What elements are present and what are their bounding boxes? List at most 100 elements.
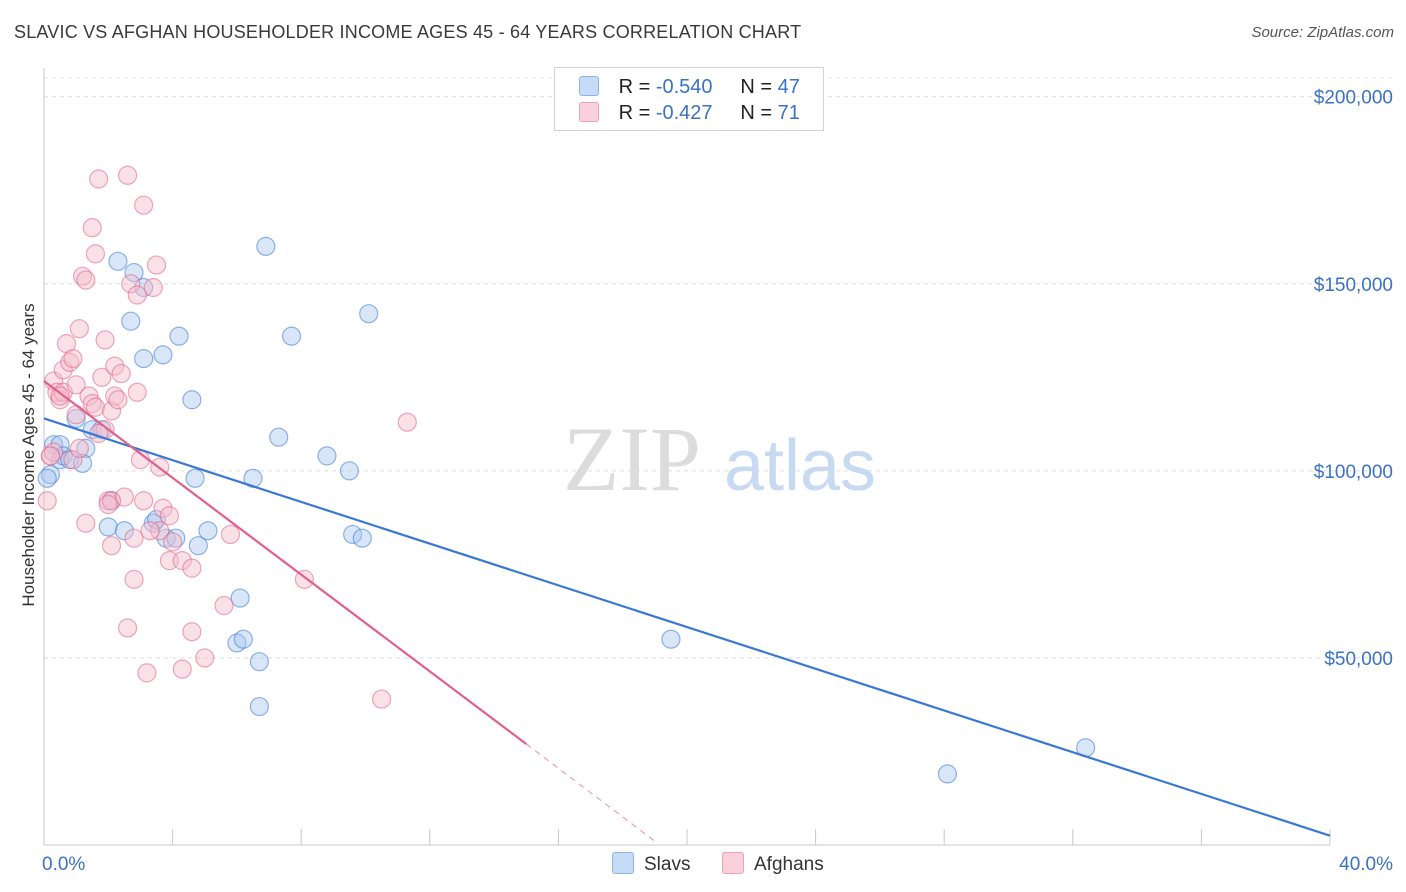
afghans-point xyxy=(134,195,154,215)
slavs-point xyxy=(37,468,57,488)
afghans-point xyxy=(101,536,122,556)
n-label: N = xyxy=(740,102,773,124)
slavs-legend-swatch xyxy=(612,852,634,874)
watermark: ZIP atlas xyxy=(563,408,876,510)
afghans-point xyxy=(105,386,125,406)
slavs-point xyxy=(185,468,205,488)
afghans-point xyxy=(72,266,93,286)
slavs-point xyxy=(317,446,337,466)
afghans-point xyxy=(124,569,144,589)
afghans-point xyxy=(63,349,83,369)
afghans-point xyxy=(127,382,147,402)
slavs-point xyxy=(166,528,186,548)
afghans-trend-line xyxy=(43,380,527,745)
afghans-point xyxy=(105,356,125,376)
r-value: -0.540 xyxy=(655,76,713,98)
correlation-legend: R = -0.540 N = 47 R = -0.427 N = 71 xyxy=(554,67,824,131)
y-axis-label: Householder Income Ages 45 - 64 years xyxy=(19,303,38,606)
afghans-trend-extension xyxy=(525,743,656,842)
afghans-point xyxy=(66,375,86,395)
r-value: -0.427 xyxy=(655,102,713,124)
slavs-point xyxy=(188,536,208,556)
legend-row-slavs: R = -0.540 N = 47 xyxy=(579,76,800,102)
slavs-point xyxy=(146,509,167,530)
afghans-point xyxy=(195,648,215,668)
slavs-point xyxy=(134,277,154,298)
slavs-point xyxy=(114,521,134,541)
x-tick-labels: 0.0% 40.0% xyxy=(42,854,1393,875)
chart-title: SLAVIC VS AFGHAN HOUSEHOLDER INCOME AGES… xyxy=(14,22,802,42)
slavs-point xyxy=(339,461,360,481)
afghans-point xyxy=(76,270,96,290)
afghans-point xyxy=(111,363,131,384)
slavs-point xyxy=(249,696,270,717)
afghans-point xyxy=(114,487,134,507)
slavs-point xyxy=(661,629,681,649)
slavs-point xyxy=(153,345,173,365)
slavs-point xyxy=(72,453,93,473)
afghans-point xyxy=(134,491,154,511)
y-tick-label: $200,000 xyxy=(1314,88,1393,109)
afghans-point xyxy=(117,618,138,638)
r-label: R = xyxy=(618,76,651,98)
y-tick-label: $150,000 xyxy=(1314,275,1393,296)
afghans-point xyxy=(153,498,173,518)
afghans-point xyxy=(150,521,170,541)
slavs-point xyxy=(121,311,141,331)
afghans-point xyxy=(92,367,112,387)
afghans-point xyxy=(37,491,57,511)
afghans-point xyxy=(172,551,192,571)
watermark-zip: ZIP xyxy=(563,408,701,510)
n-label: N = xyxy=(740,76,773,98)
slavs-point xyxy=(124,262,144,283)
afghans-point xyxy=(137,663,157,683)
afghans-point xyxy=(82,218,102,238)
afghans-point xyxy=(76,513,96,533)
afghans-point xyxy=(124,528,144,548)
y-tick-label: $50,000 xyxy=(1324,649,1393,670)
afghans-point xyxy=(85,244,106,264)
afghans-point xyxy=(101,491,122,511)
slavs-point xyxy=(98,517,118,537)
afghans-point xyxy=(220,524,241,545)
afghans-point xyxy=(146,255,167,275)
afghans-point xyxy=(182,622,202,642)
source-label: Source: ZipAtlas.com xyxy=(1251,24,1394,41)
afghans-point xyxy=(60,352,80,372)
afghans-point xyxy=(69,438,89,459)
afghans-point xyxy=(397,412,417,432)
y-tick-label: $100,000 xyxy=(1314,462,1393,483)
afghans-point xyxy=(66,405,86,425)
afghans-point xyxy=(44,442,64,462)
afghans-point xyxy=(172,659,192,679)
afghans-swatch xyxy=(579,102,599,122)
slavs-point xyxy=(359,304,379,324)
slavs-point xyxy=(281,326,302,346)
y-tick-labels: $50,000 $100,000 $150,000 $200,000 xyxy=(1314,88,1393,670)
afghans-legend-label: Afghans xyxy=(754,854,824,875)
slavs-legend-label: Slavs xyxy=(644,854,691,875)
slavs-point xyxy=(182,390,202,410)
slavs-point xyxy=(249,652,270,672)
slavs-point xyxy=(40,464,61,485)
watermark-atlas: atlas xyxy=(724,426,876,506)
afghans-point xyxy=(182,558,202,578)
slavs-point xyxy=(134,349,154,369)
slavs-point xyxy=(343,524,363,545)
afghans-point xyxy=(163,532,183,552)
slavs-point xyxy=(269,427,289,447)
afghans-point xyxy=(117,165,138,185)
afghans-point xyxy=(159,506,179,526)
bottom-legend-slavs: Slavs xyxy=(612,852,690,876)
axes xyxy=(43,68,1331,846)
trend-lines xyxy=(43,380,1331,842)
slavs-point xyxy=(352,528,372,548)
afghans-point xyxy=(82,393,102,414)
afghans-point xyxy=(85,397,106,417)
n-value: 71 xyxy=(777,102,800,124)
n-value: 47 xyxy=(777,76,800,98)
afghans-point xyxy=(108,390,128,410)
slavs-trend-line xyxy=(43,417,1331,837)
afghans-point xyxy=(121,274,141,294)
